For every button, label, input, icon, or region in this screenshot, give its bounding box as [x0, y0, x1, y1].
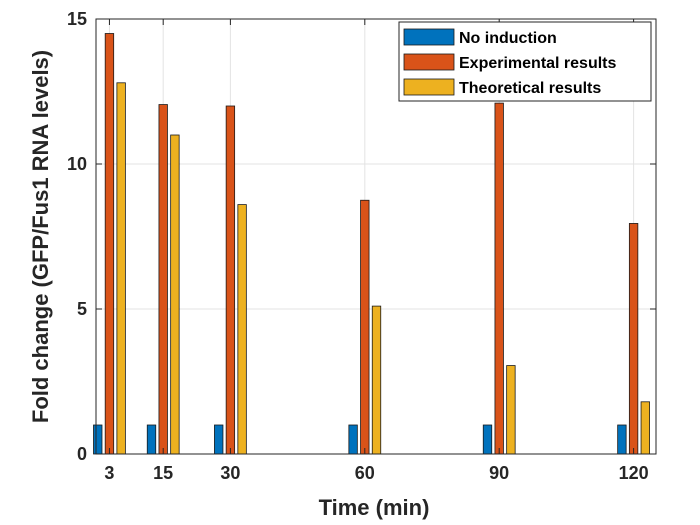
- bar-series1-x60: [360, 199, 370, 455]
- y-tick-label-3: 15: [67, 9, 87, 29]
- bar-series0-x30: [214, 424, 224, 455]
- bar-series2-x60: [371, 305, 382, 455]
- x-axis-title: Time (min): [319, 495, 430, 520]
- ticks-layer: 3 15 30 60 90 120 0 5 10 15: [67, 9, 656, 483]
- bar-series1-x120: [628, 223, 639, 455]
- legend-label-2: Theoretical results: [459, 80, 601, 97]
- y-axis-title: Fold change (GFP/Fus1 RNA levels): [28, 50, 53, 423]
- legend-label-0: No induction: [459, 30, 557, 47]
- y-tick-label-1: 5: [77, 299, 87, 319]
- x-tick-label-4: 90: [489, 463, 509, 483]
- bar-series0-x60: [348, 424, 358, 455]
- bar-series2-x30: [237, 204, 247, 455]
- bar-series0-x90: [482, 424, 493, 455]
- legend-swatch-0: [403, 28, 455, 46]
- legend-swatch-1: [403, 53, 455, 71]
- bar-series2-x120: [640, 401, 650, 455]
- bar-series0-x120: [617, 424, 627, 455]
- x-tick-label-2: 30: [220, 463, 240, 483]
- y-tick-label-0: 0: [77, 444, 87, 464]
- bar-series0-x15: [146, 424, 157, 455]
- bar-series1-x90: [494, 102, 504, 455]
- x-tick-label-3: 60: [355, 463, 375, 483]
- bar-series2-x90: [506, 365, 516, 455]
- legend: No induction Experimental results Theoreti…: [398, 21, 652, 102]
- x-tick-label-5: 120: [619, 463, 649, 483]
- x-tick-label-0: 3: [104, 463, 114, 483]
- legend-label-1: Experimental results: [459, 55, 617, 72]
- plot-frame: [95, 18, 657, 455]
- bar-series0-x3: [93, 424, 103, 455]
- legend-swatch-2: [403, 78, 455, 96]
- bars-layer: [93, 33, 650, 455]
- bar-series1-x3: [104, 33, 115, 455]
- bar-series2-x3: [116, 82, 126, 455]
- x-tick-label-1: 15: [153, 463, 173, 483]
- bar-series2-x15: [170, 134, 180, 455]
- bar-series1-x15: [158, 104, 168, 455]
- y-tick-label-2: 10: [67, 154, 87, 174]
- bar-series1-x30: [225, 105, 236, 455]
